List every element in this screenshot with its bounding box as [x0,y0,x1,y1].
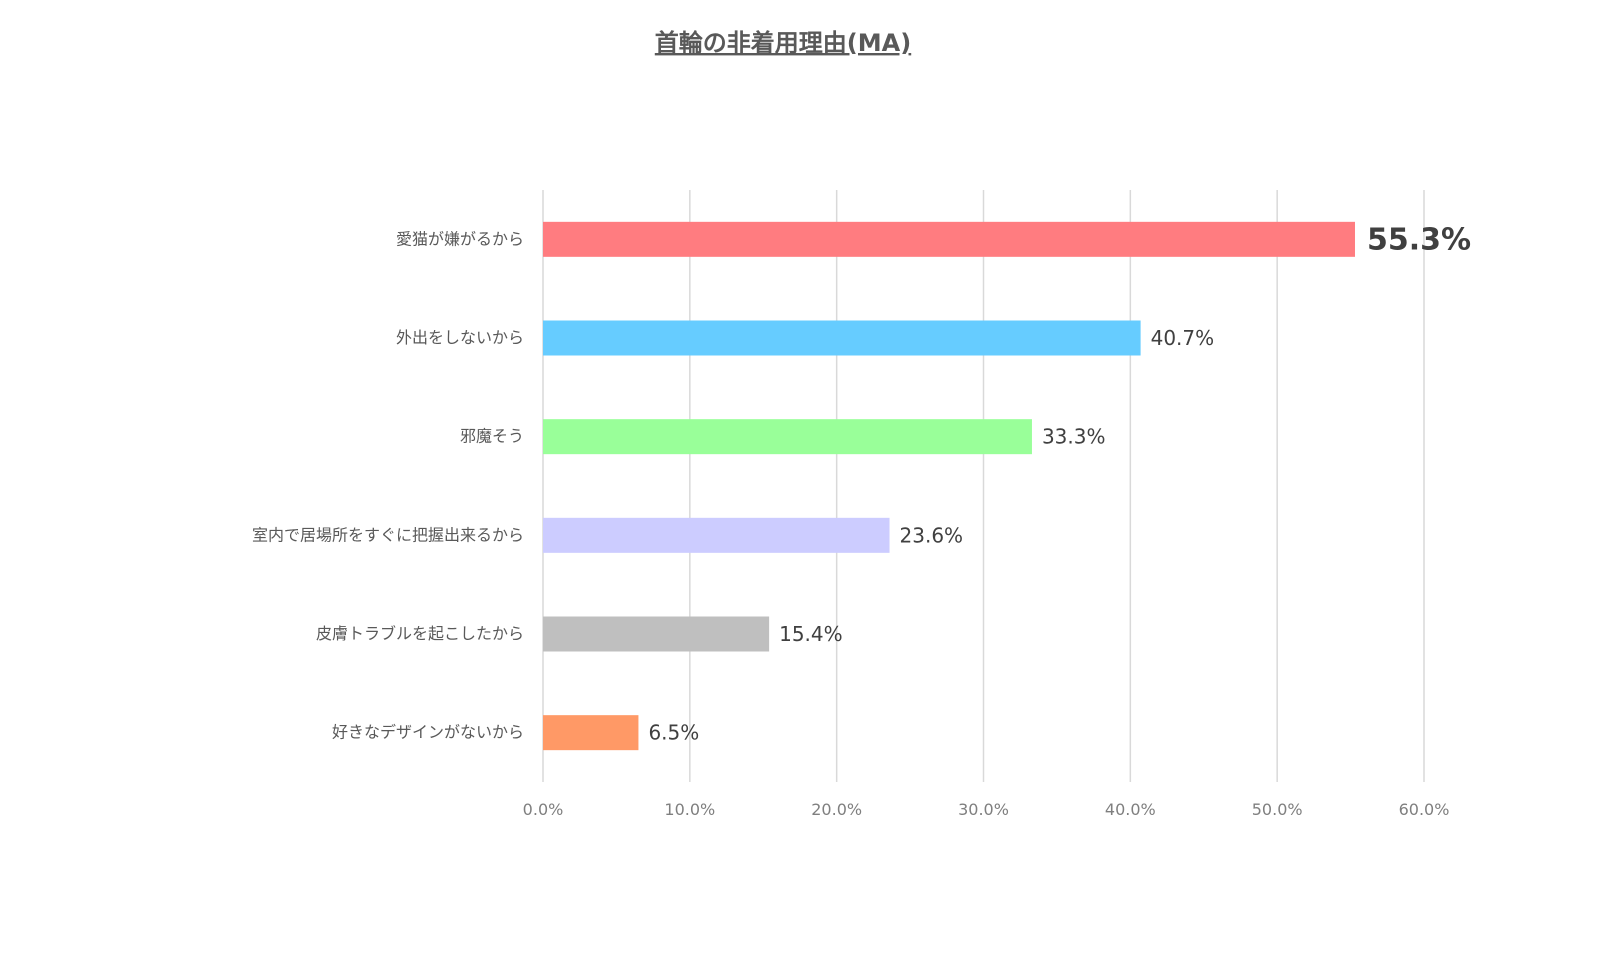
x-tick-label: 50.0% [1252,800,1303,819]
data-label: 6.5% [648,721,699,745]
category-label: 好きなデザインがないから [332,723,524,742]
category-label: 室内で居場所をすぐに把握出来るから [252,525,524,544]
data-label: 55.3% [1367,222,1471,257]
category-label: 邪魔そう [460,427,524,446]
bar [543,517,890,553]
bar [543,419,1032,455]
category-labels: 愛猫が嫌がるから外出をしないから邪魔そう室内で居場所をすぐに把握出来るから皮膚ト… [252,229,524,741]
x-tick-labels: 0.0% 10.0% 20.0% 30.0% 40.0% 50.0% 60.0% [523,800,1450,819]
gridlines [542,190,1425,782]
x-tick-label: 10.0% [664,800,715,819]
data-label: 15.4% [779,622,843,646]
x-tick-label: 20.0% [811,800,862,819]
x-tick-label: 40.0% [1105,800,1156,819]
bar [543,616,770,652]
chart-title: 首輪の非着用理由(MA) [655,29,911,57]
x-tick-label: 30.0% [958,800,1009,819]
data-label: 33.3% [1042,425,1106,449]
data-labels: 55.3% 40.7% 33.3% 23.6% 15.4% 6.5% [648,222,1471,744]
category-label: 愛猫が嫌がるから [396,229,524,248]
data-label: 23.6% [900,523,964,547]
x-tick-label: 0.0% [523,800,564,819]
bars [543,221,1355,751]
data-label: 40.7% [1151,326,1215,350]
bar [543,221,1355,257]
category-label: 外出をしないから [396,328,524,347]
x-tick-label: 60.0% [1399,800,1450,819]
bar [543,320,1141,356]
bar [543,715,639,751]
category-label: 皮膚トラブルを起こしたから [316,624,524,643]
